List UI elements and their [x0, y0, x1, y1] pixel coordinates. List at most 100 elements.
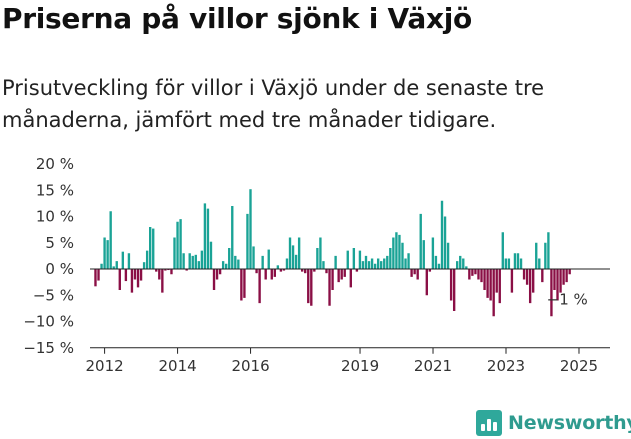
bar — [443, 216, 447, 269]
bar — [507, 258, 511, 269]
bar — [456, 261, 459, 270]
bar — [109, 211, 112, 269]
bar — [422, 240, 425, 270]
bar — [532, 269, 535, 293]
bar — [556, 269, 559, 301]
bar — [504, 258, 508, 269]
x-tick-label: 2021 — [414, 357, 452, 375]
bar — [106, 240, 109, 270]
y-axis: 20 % 15 % 10 % 5 % 0 % −5 % −10 % −15 % — [23, 155, 74, 357]
bar — [115, 261, 118, 270]
x-tick-label: 2025 — [560, 357, 598, 375]
bar — [544, 242, 547, 269]
last-value-label: −1 % — [547, 290, 588, 308]
bar — [133, 269, 137, 280]
bar — [170, 269, 173, 275]
bar — [215, 269, 219, 280]
bar — [483, 269, 486, 290]
bar — [337, 269, 340, 283]
bar — [164, 269, 167, 271]
y-tick-label: −5 % — [33, 286, 74, 304]
bar — [152, 228, 155, 269]
bar — [413, 269, 416, 275]
bar — [158, 269, 161, 280]
bar — [319, 237, 322, 269]
bar — [383, 258, 386, 269]
bar — [188, 253, 191, 269]
bar — [446, 242, 450, 269]
y-tick-label: 10 % — [36, 208, 74, 226]
bar — [386, 255, 389, 270]
bar — [200, 250, 204, 270]
bar — [307, 269, 310, 304]
bar — [425, 269, 428, 296]
brand-name: Newsworthy — [508, 412, 631, 434]
bar — [206, 208, 210, 270]
bar — [322, 261, 325, 270]
bar — [528, 269, 532, 304]
bar — [288, 237, 292, 269]
bar — [522, 269, 526, 280]
bar — [334, 255, 337, 270]
bar — [367, 261, 371, 270]
bar — [361, 261, 365, 270]
bar — [516, 253, 520, 269]
bar — [136, 269, 140, 288]
chart-title: Priserna på villor sjönk i Växjö — [2, 2, 472, 35]
bar — [519, 258, 523, 269]
x-tick-label: 2019 — [341, 357, 379, 375]
bar — [313, 269, 316, 272]
bar — [103, 237, 106, 269]
bar — [276, 265, 280, 269]
bar — [535, 242, 538, 269]
bar — [474, 269, 477, 275]
y-tick-label: 15 % — [36, 181, 74, 199]
bar — [212, 269, 216, 290]
bar — [240, 269, 243, 301]
bar — [498, 269, 501, 304]
bar — [243, 269, 246, 298]
newsworthy-brand: Newsworthy — [476, 408, 631, 438]
bar — [480, 269, 483, 283]
bar — [492, 269, 495, 317]
bar — [328, 269, 331, 306]
bar — [553, 269, 556, 290]
bar — [501, 232, 504, 269]
x-tick-label: 2014 — [158, 357, 196, 375]
bar — [404, 258, 407, 269]
bar — [197, 261, 201, 270]
bar — [94, 269, 97, 287]
bar — [209, 241, 213, 269]
bar — [252, 246, 255, 269]
bar — [547, 232, 550, 269]
bar — [376, 258, 380, 269]
bar — [194, 254, 197, 269]
bar — [452, 269, 456, 311]
bar — [142, 262, 146, 270]
bar — [130, 269, 134, 293]
bar — [218, 269, 222, 275]
bar — [565, 269, 568, 283]
bar — [568, 269, 571, 275]
bar — [355, 269, 359, 272]
bar — [300, 269, 304, 272]
bar — [176, 221, 179, 269]
bar — [434, 255, 438, 270]
bar — [541, 269, 544, 283]
bar — [270, 269, 273, 280]
y-tick-label: 0 % — [45, 260, 74, 278]
bar — [349, 269, 352, 288]
bar — [525, 269, 529, 285]
bar — [513, 253, 517, 269]
bar — [331, 269, 334, 290]
bar — [358, 250, 362, 270]
bar — [112, 266, 115, 270]
bar — [285, 258, 289, 269]
x-tick-label: 2023 — [487, 357, 525, 375]
bar — [225, 263, 228, 269]
bar — [437, 263, 441, 269]
bar-chart-logo-icon — [476, 410, 502, 436]
y-tick-label: −10 % — [23, 313, 74, 331]
bar — [373, 263, 377, 269]
bar — [124, 269, 128, 282]
